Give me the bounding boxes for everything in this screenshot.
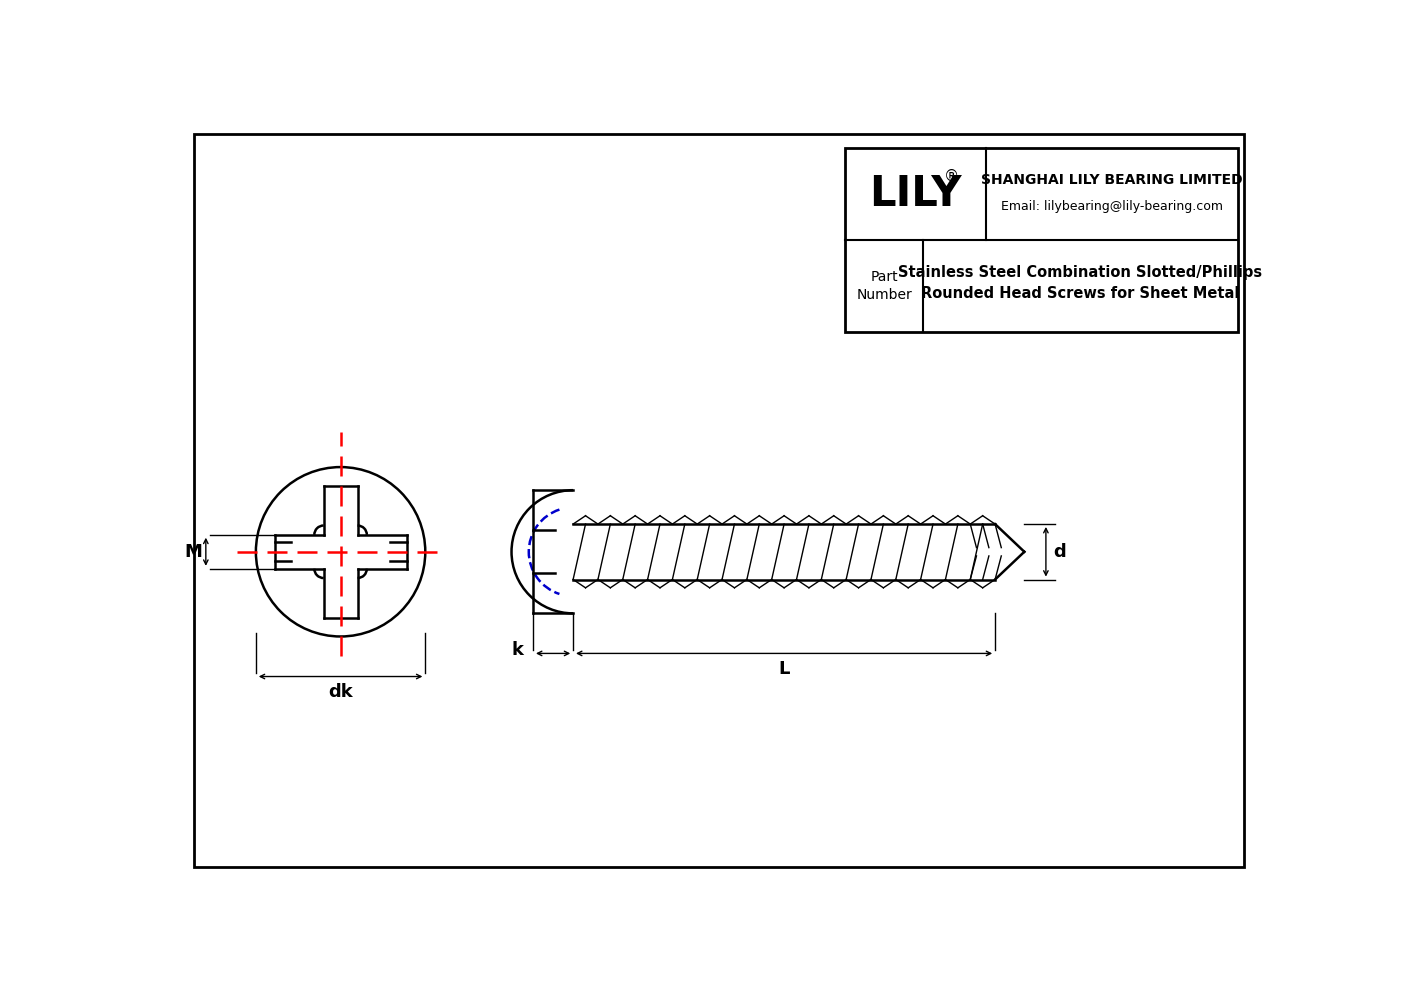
Circle shape <box>255 467 425 637</box>
Bar <box>845 148 1237 332</box>
Text: L: L <box>779 660 790 678</box>
Text: dk: dk <box>328 682 354 701</box>
Text: Part
Number: Part Number <box>856 270 912 303</box>
Text: Email: lilybearing@lily-bearing.com: Email: lilybearing@lily-bearing.com <box>1000 199 1223 212</box>
Text: k: k <box>512 642 523 660</box>
Text: M: M <box>185 543 202 560</box>
Text: d: d <box>1054 543 1066 560</box>
Text: LILY: LILY <box>870 173 962 214</box>
Text: Stainless Steel Combination Slotted/Phillips
Rounded Head Screws for Sheet Metal: Stainless Steel Combination Slotted/Phil… <box>898 265 1263 301</box>
Text: ®: ® <box>943 170 958 185</box>
Text: SHANGHAI LILY BEARING LIMITED: SHANGHAI LILY BEARING LIMITED <box>981 173 1243 186</box>
